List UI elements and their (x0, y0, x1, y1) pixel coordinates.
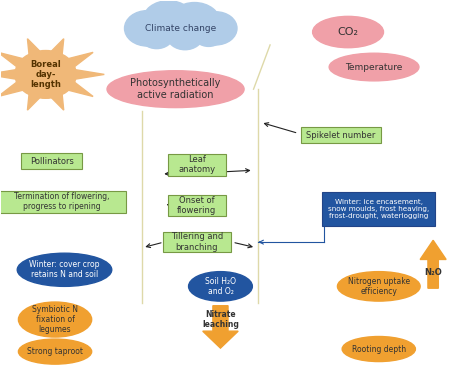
FancyBboxPatch shape (322, 192, 436, 226)
FancyBboxPatch shape (163, 232, 231, 252)
Ellipse shape (189, 272, 252, 301)
Circle shape (194, 12, 237, 45)
Text: Soil H₂O
and O₂: Soil H₂O and O₂ (205, 277, 236, 296)
Text: Nitrate
leaching: Nitrate leaching (202, 310, 239, 329)
Ellipse shape (18, 339, 91, 364)
Polygon shape (27, 91, 44, 110)
Circle shape (140, 23, 173, 48)
Polygon shape (0, 70, 16, 79)
Text: CO₂: CO₂ (337, 27, 358, 37)
Text: Leaf
anatomy: Leaf anatomy (178, 155, 215, 174)
Text: Rooting depth: Rooting depth (352, 344, 406, 353)
Text: Temperature: Temperature (346, 63, 403, 71)
Polygon shape (65, 82, 93, 97)
Text: Nitrogen uptake
efficiency: Nitrogen uptake efficiency (348, 277, 410, 296)
Polygon shape (65, 52, 93, 67)
Text: Winter: ice encasement,
snow moulds, frost heaving,
frost-drought, waterlogging: Winter: ice encasement, snow moulds, fro… (328, 199, 429, 219)
FancyBboxPatch shape (301, 127, 381, 143)
Polygon shape (48, 91, 64, 110)
Text: Symbiotic N
fixation of
legumes: Symbiotic N fixation of legumes (32, 305, 78, 334)
FancyBboxPatch shape (0, 191, 126, 213)
Ellipse shape (107, 71, 244, 108)
Polygon shape (75, 70, 104, 79)
Circle shape (15, 51, 76, 98)
Text: Termination of flowering,
progress to ripening: Termination of flowering, progress to ri… (14, 192, 110, 211)
FancyBboxPatch shape (21, 153, 82, 169)
Text: Climate change: Climate change (145, 24, 216, 33)
Text: Photosynthetically
active radiation: Photosynthetically active radiation (130, 78, 221, 100)
Text: Strong taproot: Strong taproot (27, 347, 83, 356)
Polygon shape (203, 306, 238, 348)
Ellipse shape (337, 272, 420, 301)
Circle shape (193, 23, 224, 46)
FancyBboxPatch shape (167, 154, 226, 176)
Text: Onset of
flowering: Onset of flowering (177, 196, 217, 215)
Text: Boreal
day-
length: Boreal day- length (30, 60, 61, 89)
Ellipse shape (18, 302, 91, 337)
Circle shape (168, 3, 220, 43)
Text: Tillering and
branching: Tillering and branching (171, 232, 223, 252)
Polygon shape (27, 39, 44, 58)
Circle shape (143, 1, 194, 41)
Circle shape (167, 22, 203, 50)
Circle shape (125, 11, 170, 46)
Text: N₂O: N₂O (424, 268, 442, 278)
Ellipse shape (17, 253, 112, 286)
Text: Spikelet number: Spikelet number (306, 131, 376, 140)
Text: Pollinators: Pollinators (30, 157, 73, 165)
Text: Winter: cover crop
retains N and soil: Winter: cover crop retains N and soil (29, 260, 100, 279)
Polygon shape (0, 52, 26, 67)
Ellipse shape (342, 336, 415, 361)
Polygon shape (48, 39, 64, 58)
Ellipse shape (313, 16, 383, 48)
Polygon shape (420, 240, 446, 288)
FancyBboxPatch shape (167, 195, 226, 216)
Polygon shape (0, 82, 26, 97)
Ellipse shape (329, 53, 419, 81)
